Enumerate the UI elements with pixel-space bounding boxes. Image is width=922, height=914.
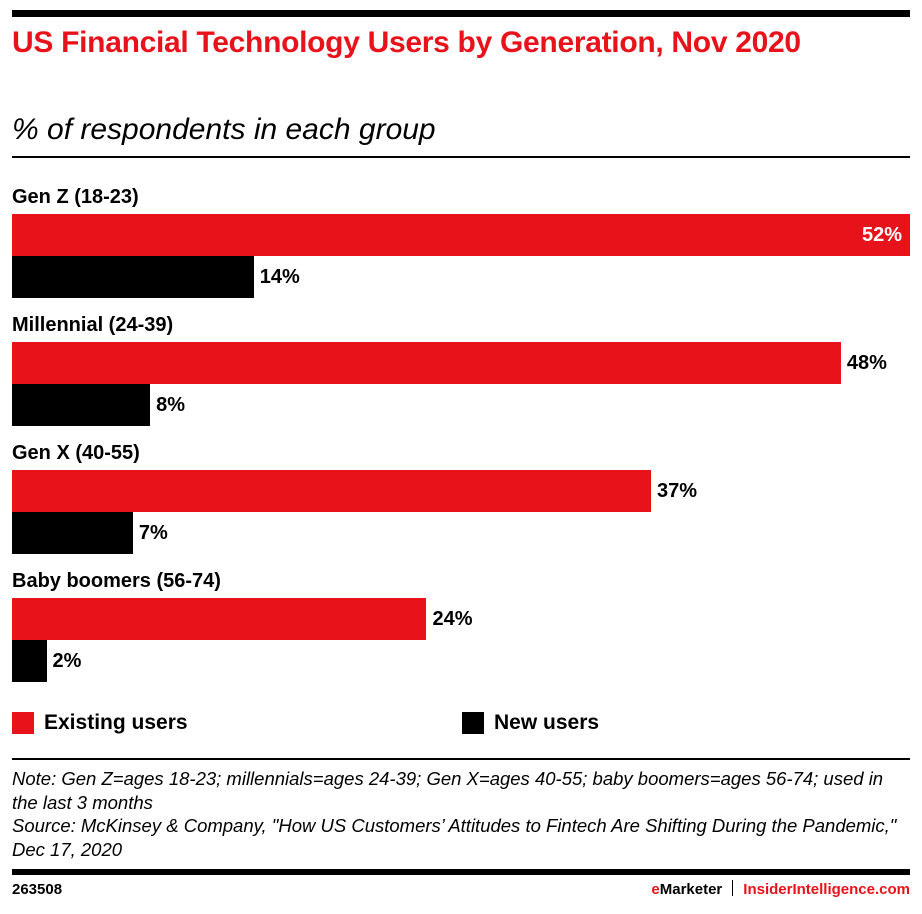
note-text: Note: Gen Z=ages 18-23; millennials=ages… <box>12 768 884 813</box>
top-rule <box>12 10 910 17</box>
bar-new-users <box>12 640 47 682</box>
category-label: Millennial (24-39) <box>12 314 174 336</box>
category-label: Baby boomers (56-74) <box>12 570 221 592</box>
bar-existing-users <box>12 470 651 512</box>
legend-label-existing: Existing users <box>44 711 188 734</box>
data-label: 8% <box>156 394 186 416</box>
legend-item-new: New users <box>462 711 599 735</box>
chart-id: 263508 <box>12 881 63 898</box>
bar-new-users <box>12 384 151 426</box>
data-label: 14% <box>259 266 300 288</box>
brand-e: e <box>651 881 660 898</box>
notes: Note: Gen Z=ages 18-23; millennials=ages… <box>12 767 912 861</box>
footer-brand: eMarketer InsiderIntelligence.com <box>651 880 910 900</box>
header-divider <box>12 156 910 158</box>
data-label: 52% <box>861 224 902 246</box>
data-label: 2% <box>52 650 82 672</box>
data-label: 37% <box>656 480 697 502</box>
data-label: 7% <box>138 522 168 544</box>
bar-new-users <box>12 256 254 298</box>
bar-existing-users <box>12 214 910 256</box>
chart-title: US Financial Technology Users by Generat… <box>12 26 801 59</box>
bar-existing-users <box>12 342 841 384</box>
legend-swatch-new <box>462 712 484 734</box>
category-label: Gen X (40-55) <box>12 442 140 464</box>
bar-existing-users <box>12 598 427 640</box>
brand-separator <box>732 880 734 896</box>
category-label: Gen Z (18-23) <box>12 186 139 208</box>
data-label: 48% <box>846 352 887 374</box>
data-label: 24% <box>432 608 473 630</box>
brand-emarketer: Marketer <box>659 881 723 898</box>
legend-label-new: New users <box>494 711 600 734</box>
bottom-rule <box>12 869 910 875</box>
bar-new-users <box>12 512 133 554</box>
chart-subtitle: % of respondents in each group <box>12 113 436 146</box>
legend-item-existing: Existing users <box>12 711 188 735</box>
brand-site: InsiderIntelligence.com <box>743 881 910 898</box>
source-text: Source: McKinsey & Company, "How US Cust… <box>12 815 897 860</box>
legend-swatch-existing <box>12 712 34 734</box>
notes-divider <box>12 758 910 760</box>
